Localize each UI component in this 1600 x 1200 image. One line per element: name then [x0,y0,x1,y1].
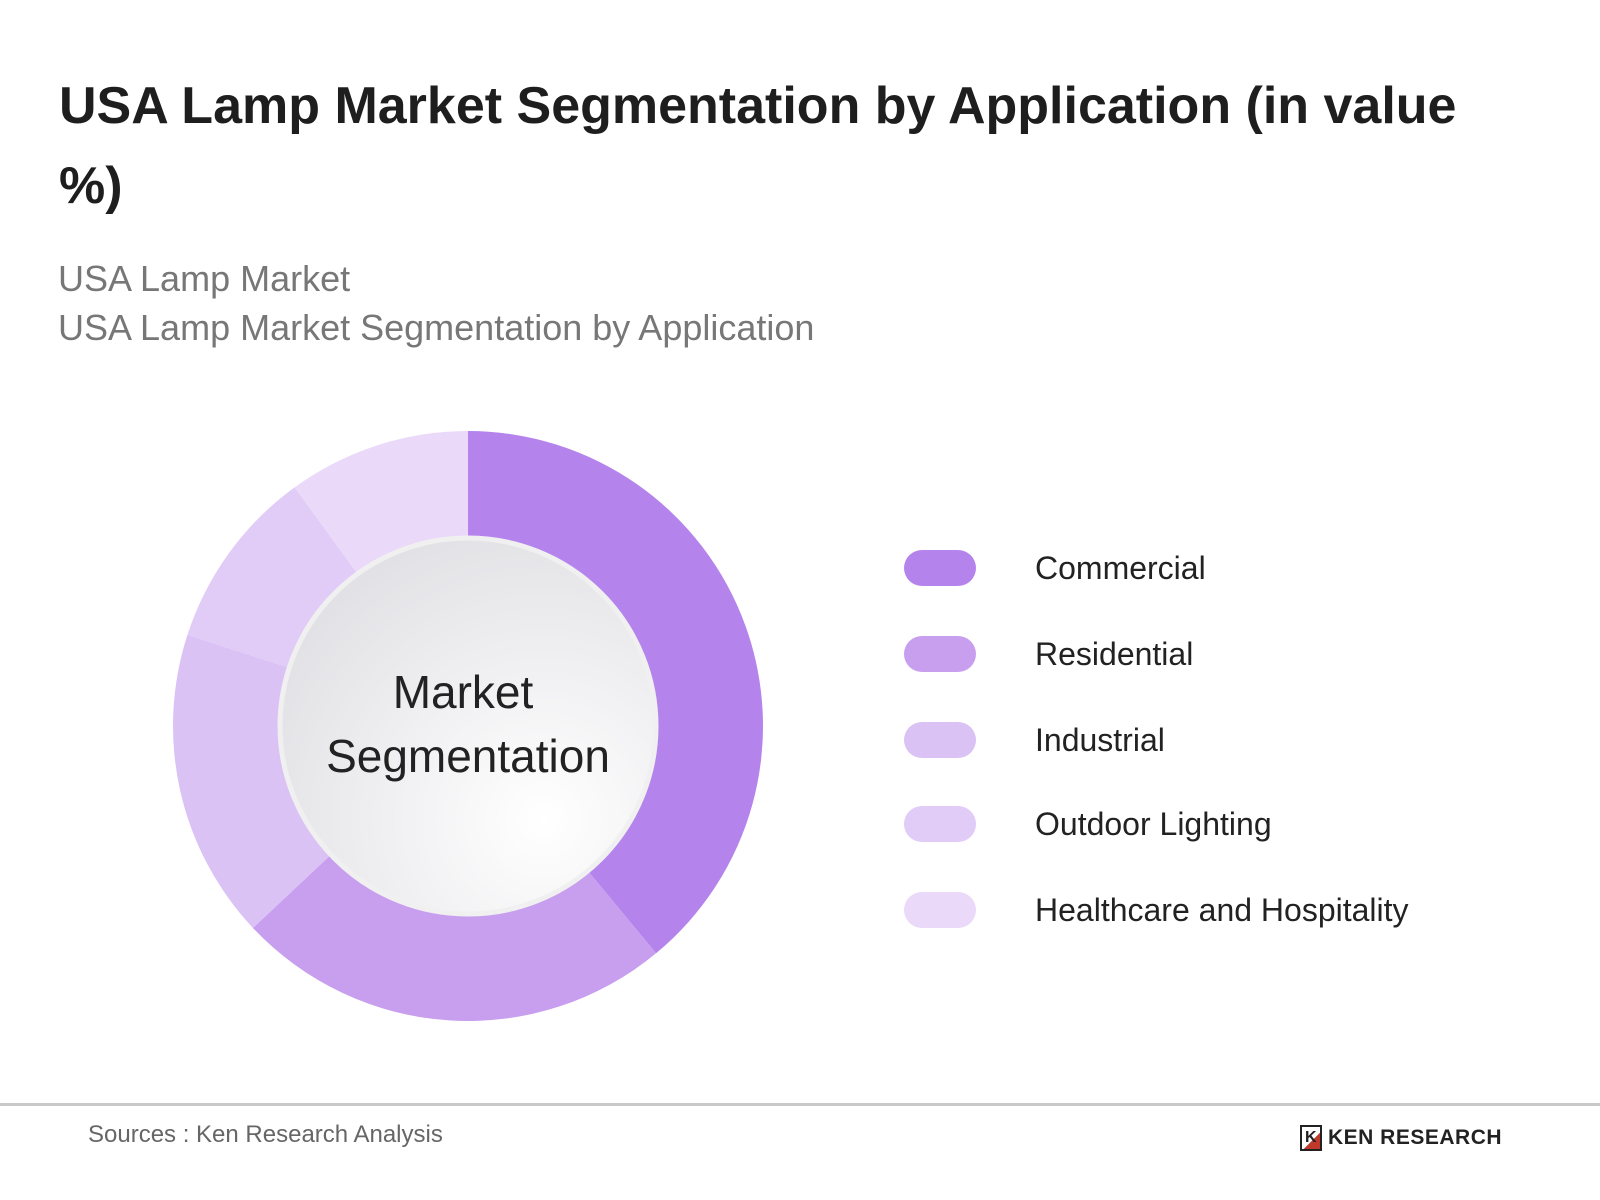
subtitle-market: USA Lamp Market [58,258,351,299]
legend-swatch [904,550,976,586]
legend-item: Industrial [904,720,1165,760]
legend-swatch [904,636,976,672]
legend-swatch [904,722,976,758]
footer-divider [0,1103,1600,1106]
logo-k-icon: K [1300,1125,1322,1151]
center-label-line1: Market [393,666,534,718]
donut-chart: Market Segmentation [173,431,763,1021]
legend-label: Residential [1035,635,1194,672]
ken-research-logo: K KEN RESEARCH [1300,1125,1502,1151]
legend-item: Healthcare and Hospitality [904,890,1409,930]
legend-label: Industrial [1035,721,1165,758]
center-circle [277,535,659,917]
legend-item: Outdoor Lighting [904,804,1272,844]
legend-label: Healthcare and Hospitality [1035,891,1409,928]
legend-item: Commercial [904,548,1206,588]
center-label-line2: Segmentation [326,730,610,782]
chart-title: USA Lamp Market Segmentation by Applicat… [59,77,1457,215]
legend-item: Residential [904,634,1193,674]
logo-text: KEN RESEARCH [1328,1126,1503,1149]
source-note: Sources : Ken Research Analysis [88,1121,443,1148]
legend-label: Outdoor Lighting [1035,805,1272,842]
legend-swatch [904,806,976,842]
legend-swatch [904,892,976,928]
subtitle-segmentation: USA Lamp Market Segmentation by Applicat… [58,307,815,348]
legend-label: Commercial [1035,549,1206,586]
